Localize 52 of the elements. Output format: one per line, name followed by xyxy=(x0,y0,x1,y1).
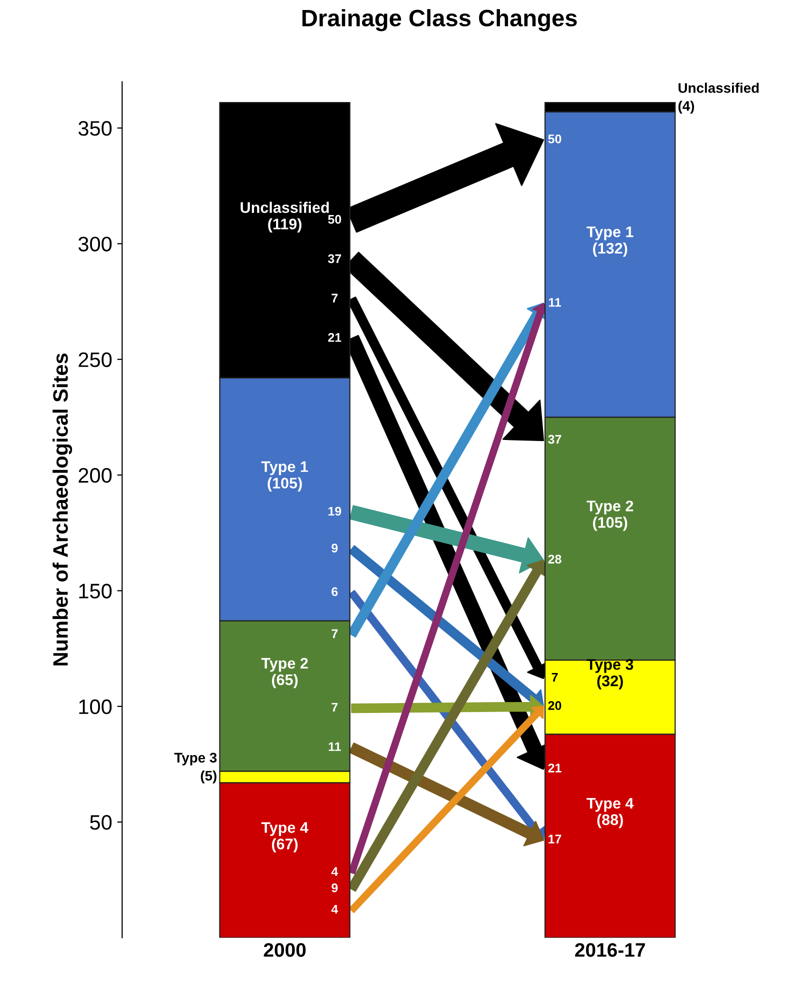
annotation: 21 xyxy=(548,764,562,772)
data-label: (32) xyxy=(597,675,623,690)
chart-title: Drainage Class Changes xyxy=(302,9,577,32)
text: Type 4 xyxy=(586,798,634,812)
annotation: 9 xyxy=(332,883,338,892)
data-label: (88) xyxy=(597,814,623,828)
annotation: 4 xyxy=(331,904,338,914)
data-label: (5) xyxy=(200,770,216,784)
data-label: (67) xyxy=(272,838,298,852)
series-label: Type 1 xyxy=(586,226,634,240)
series-label: Type 4 xyxy=(261,822,308,836)
annotation: 11 xyxy=(548,298,562,307)
data-label: (105) xyxy=(268,477,302,492)
text: Unclassified xyxy=(240,202,329,213)
annotation: 7 xyxy=(332,629,338,638)
annotation: 7 xyxy=(332,702,338,712)
annotation: 28 xyxy=(548,554,562,564)
annotation: 37 xyxy=(328,254,342,264)
y-tick-label: 50 xyxy=(90,815,112,830)
annotation: 7 xyxy=(332,294,338,302)
y-tick-label: 350 xyxy=(78,121,112,136)
x-tick-label: 2016-17 xyxy=(575,943,645,957)
y-tick-label: 100 xyxy=(79,699,112,714)
series-label: Type 2 xyxy=(261,658,308,672)
data-label: (65) xyxy=(272,674,298,688)
y-tick-label: 300 xyxy=(78,236,112,252)
annotation: 50 xyxy=(548,134,562,144)
annotation: 7 xyxy=(552,672,558,682)
y-tick-label: 150 xyxy=(79,584,112,598)
series-label: Type 3 xyxy=(586,659,634,673)
annotation: 20 xyxy=(548,701,562,710)
annotation: 19 xyxy=(328,506,342,516)
data-label: (119) xyxy=(268,218,302,232)
annotation: 17 xyxy=(548,834,562,844)
text: Type 1 xyxy=(261,461,308,476)
annotation: 37 xyxy=(548,434,562,444)
annotation: 50 xyxy=(328,214,342,224)
text: Type 2 xyxy=(586,500,634,514)
data-label: (132) xyxy=(593,242,628,257)
data-label: (4) xyxy=(678,100,694,114)
annotation: 9 xyxy=(332,544,338,552)
text: Type 3 xyxy=(174,752,217,766)
series-label: Unclassified xyxy=(678,82,759,93)
annotation: 4 xyxy=(331,867,338,876)
y-tick-label: 250 xyxy=(78,352,112,368)
data-label: (105) xyxy=(593,516,628,531)
annotation: 6 xyxy=(332,587,338,596)
x-tick-label: 2000 xyxy=(264,943,306,957)
annotation: 21 xyxy=(328,333,342,342)
y-tick-label: 200 xyxy=(78,468,112,483)
annotation: 11 xyxy=(328,742,341,751)
y-axis-title: Number of Archaeological Sites xyxy=(52,354,72,666)
